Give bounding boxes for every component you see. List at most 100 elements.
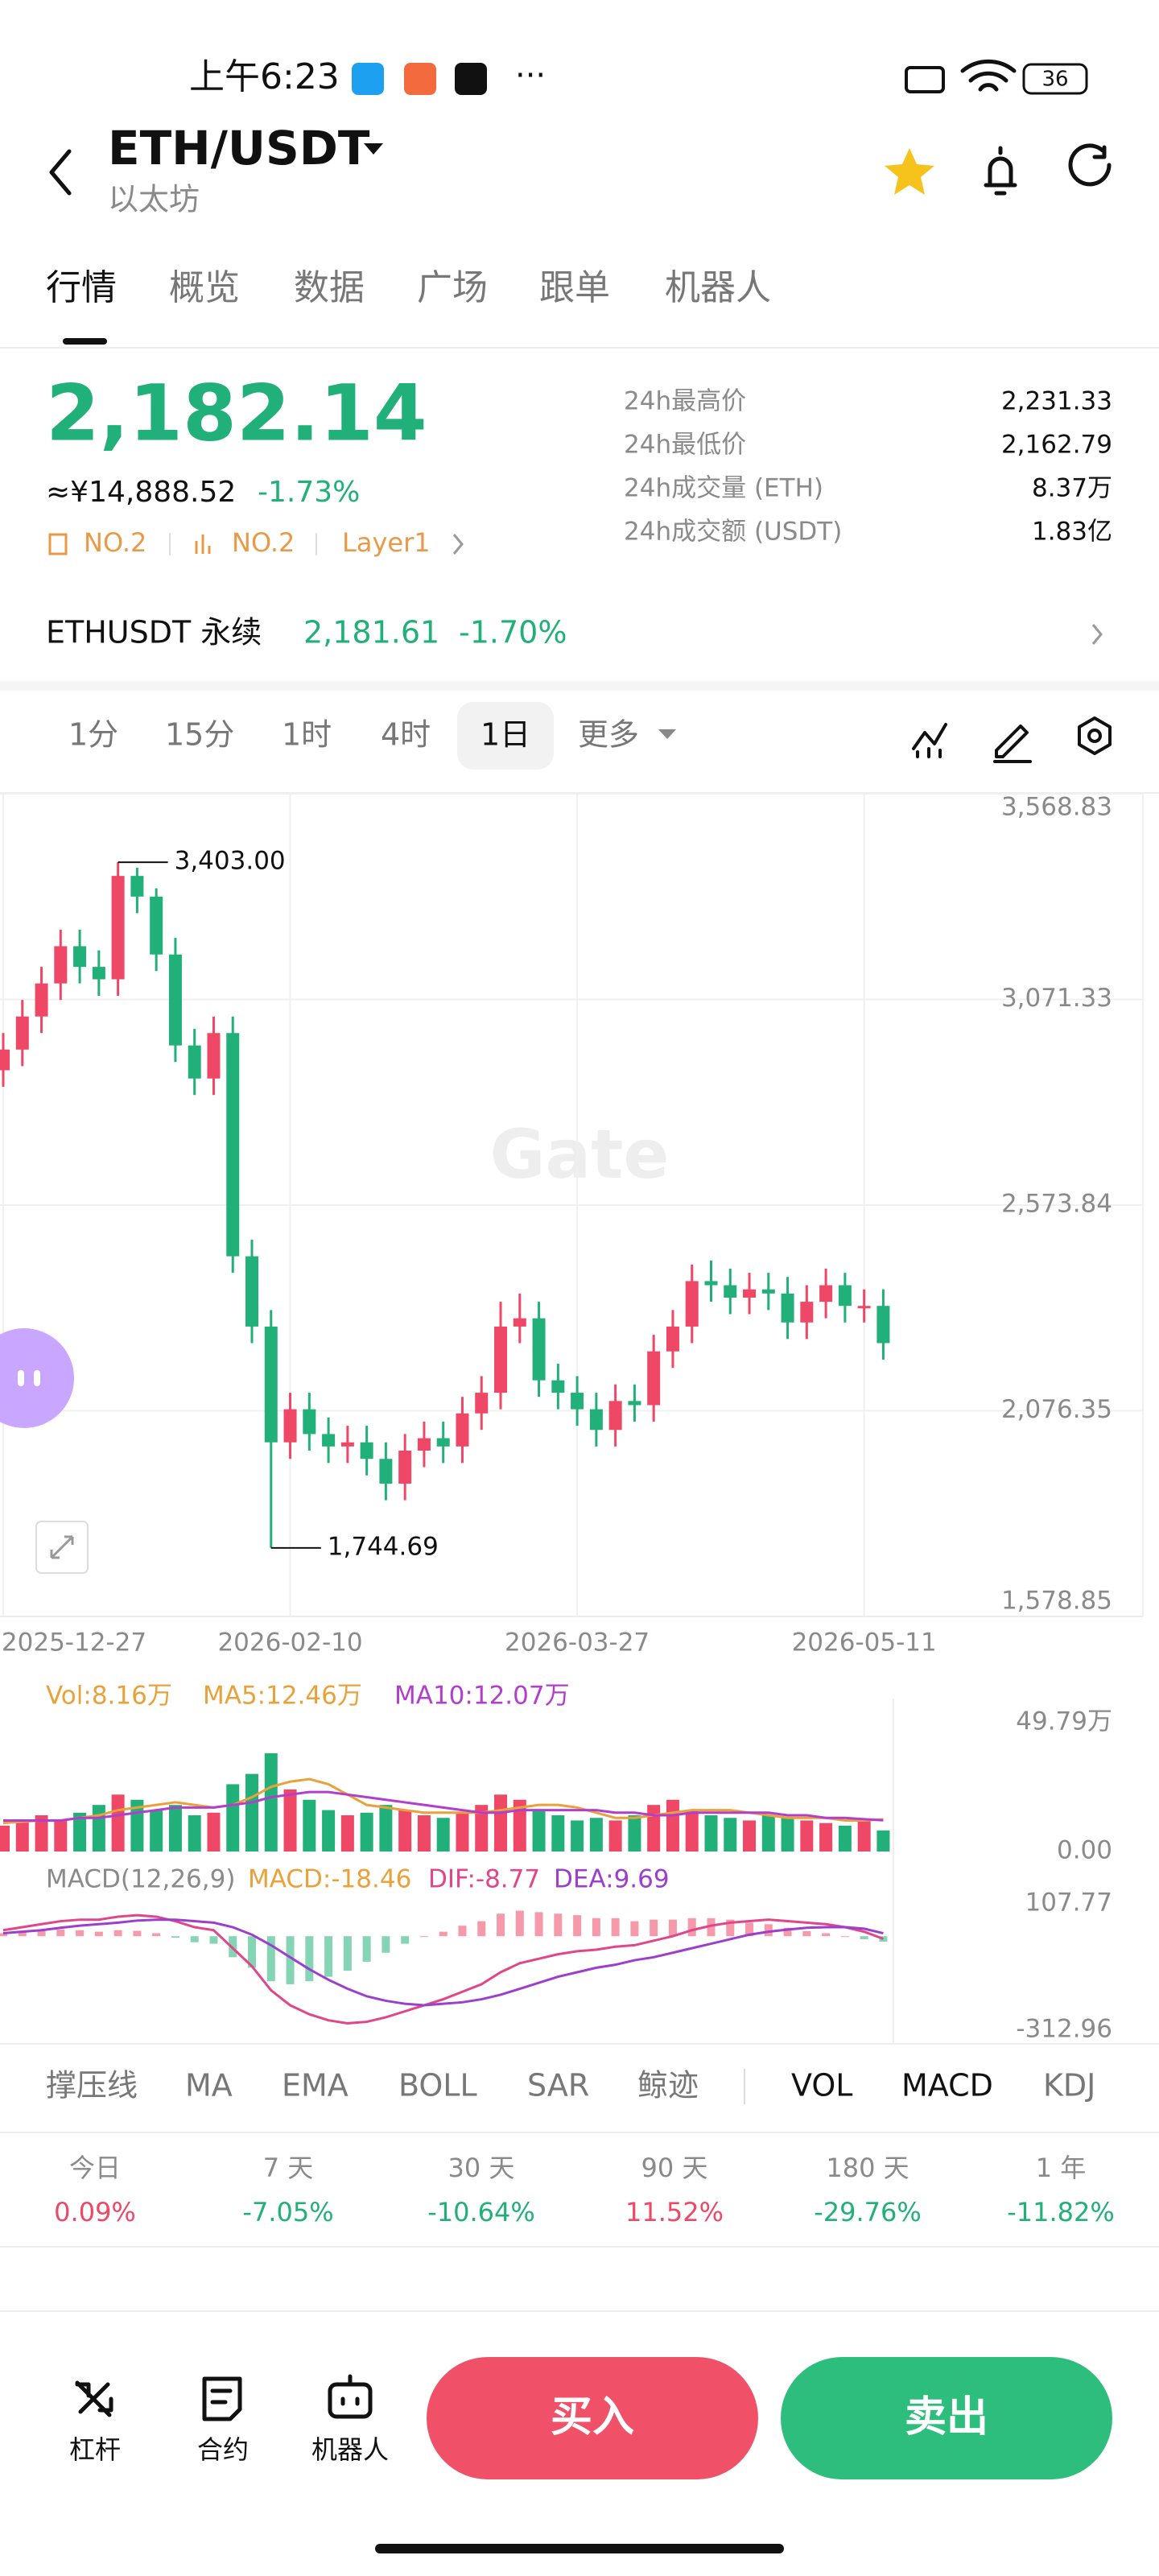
macd-bar: [879, 1936, 888, 1942]
candle-body: [322, 1434, 336, 1447]
stat-value: 1.83亿: [1032, 518, 1112, 547]
tab[interactable]: 数据: [294, 267, 365, 308]
indicator-tab[interactable]: VOL: [791, 2068, 852, 2103]
candle-body: [628, 1401, 641, 1406]
divider: [0, 2246, 1159, 2248]
macd-bar: [745, 1922, 754, 1937]
battery: [1022, 63, 1088, 95]
sell-button[interactable]: [781, 2357, 1112, 2479]
volume-legend: Vol:8.16万: [46, 1682, 172, 1711]
candle-body: [264, 1326, 278, 1443]
y-tick-label: 49.79万: [1016, 1707, 1112, 1736]
indicator-tab[interactable]: SAR: [527, 2068, 589, 2103]
volume-bar: [35, 1815, 48, 1852]
interval[interactable]: 4时: [381, 717, 431, 753]
back-button[interactable]: [49, 149, 72, 196]
pair-dropdown[interactable]: [364, 143, 383, 155]
perp-name[interactable]: ETHUSDT 永续: [46, 615, 262, 650]
ma-line: [3, 1790, 884, 1822]
pair-title[interactable]: ETH/USDT: [108, 121, 370, 175]
candle-body: [571, 1393, 584, 1410]
indicator-tab[interactable]: MA: [185, 2068, 233, 2103]
volume-bar: [417, 1815, 431, 1852]
macd-bar: [343, 1936, 352, 1971]
candle-body: [876, 1306, 890, 1344]
indicator-tab[interactable]: 撑压线: [46, 2068, 138, 2103]
volume-bar: [226, 1784, 240, 1852]
rank-tag[interactable]: NO.2: [232, 527, 295, 558]
interval[interactable]: 1时: [282, 717, 332, 753]
favorite-star[interactable]: [885, 148, 934, 195]
candle-body: [743, 1289, 757, 1298]
candle-body: [283, 1409, 297, 1443]
tab[interactable]: 概览: [169, 267, 240, 308]
buy-button[interactable]: [427, 2357, 758, 2479]
interval[interactable]: 更多: [578, 717, 639, 753]
indicator-tab[interactable]: EMA: [282, 2068, 349, 2103]
rank-tag[interactable]: NO.2: [84, 527, 146, 558]
perf-value: -10.64%: [427, 2197, 535, 2227]
macd-bar: [133, 1930, 142, 1937]
y-tick-label: 2,573.84: [1001, 1190, 1112, 1219]
action-label[interactable]: 机器人: [311, 2434, 389, 2465]
macd-bar: [534, 1912, 543, 1937]
candle-body: [379, 1459, 393, 1484]
interval[interactable]: 1分: [68, 717, 118, 753]
candle-body: [35, 983, 48, 1017]
action-label[interactable]: 合约: [197, 2434, 249, 2465]
macd-bar: [248, 1936, 257, 1968]
candle-body: [436, 1438, 450, 1447]
assistant-eye: [18, 1370, 24, 1386]
y-tick-label: 3,568.83: [1001, 793, 1112, 822]
volume-bar: [743, 1820, 757, 1852]
indicator-button[interactable]: [912, 723, 947, 758]
volume-bar: [207, 1812, 221, 1852]
macd-bar: [113, 1930, 122, 1937]
sell-label[interactable]: 卖出: [905, 2393, 988, 2442]
macd-bar: [56, 1930, 65, 1937]
indicator-tab[interactable]: 鲸迹: [637, 2068, 699, 2103]
macd-bar: [822, 1933, 831, 1937]
sector-tag[interactable]: Layer1: [342, 527, 431, 558]
chevron[interactable]: [1091, 624, 1103, 645]
settings-button[interactable]: [1087, 729, 1102, 743]
stat-label: 24h最高价: [624, 387, 746, 416]
tab[interactable]: 行情: [46, 267, 117, 308]
tab[interactable]: 跟单: [539, 267, 610, 308]
indicator-tab[interactable]: MACD: [901, 2068, 993, 2103]
contract-icon[interactable]: [202, 2376, 242, 2421]
legend-entry: MA10:12.07万: [394, 1682, 570, 1711]
perf-value: 11.52%: [625, 2197, 724, 2227]
indicator-tab[interactable]: BOLL: [398, 2068, 477, 2103]
perf-label: 今日: [69, 2153, 121, 2183]
tab[interactable]: 机器人: [665, 267, 771, 308]
tab[interactable]: 广场: [417, 267, 488, 308]
perf-value: -11.82%: [1007, 2197, 1115, 2227]
more-dots: ···: [515, 57, 546, 94]
macd-bar: [726, 1919, 735, 1937]
leverage-icon[interactable]: [75, 2380, 113, 2417]
rank-icon: [48, 533, 68, 555]
buy-label[interactable]: 买入: [551, 2393, 634, 2442]
macd-bar: [860, 1936, 868, 1939]
indicator-tab[interactable]: KDJ: [1043, 2068, 1095, 2103]
alert-bell[interactable]: [984, 146, 1017, 196]
draw-button[interactable]: [993, 724, 1032, 763]
candle-body: [494, 1326, 508, 1393]
candle-body: [685, 1281, 699, 1327]
volume-bar: [800, 1820, 814, 1852]
candle-body: [226, 1033, 240, 1257]
legend-entry: DIF:-8.77: [428, 1865, 540, 1894]
volume-bar: [551, 1815, 565, 1852]
refresh-button[interactable]: [1068, 143, 1112, 187]
settings-button[interactable]: [1078, 716, 1112, 755]
volume-bar: [92, 1805, 105, 1852]
bot-icon[interactable]: [328, 2382, 373, 2419]
interval[interactable]: 15分: [165, 717, 234, 753]
perp-price: 2,181.61: [303, 615, 439, 650]
action-label[interactable]: 杠杆: [69, 2434, 121, 2465]
candle-body: [340, 1442, 354, 1447]
separator: [744, 2069, 745, 2104]
interval[interactable]: 1日: [481, 717, 530, 753]
macd-bar: [515, 1910, 524, 1937]
